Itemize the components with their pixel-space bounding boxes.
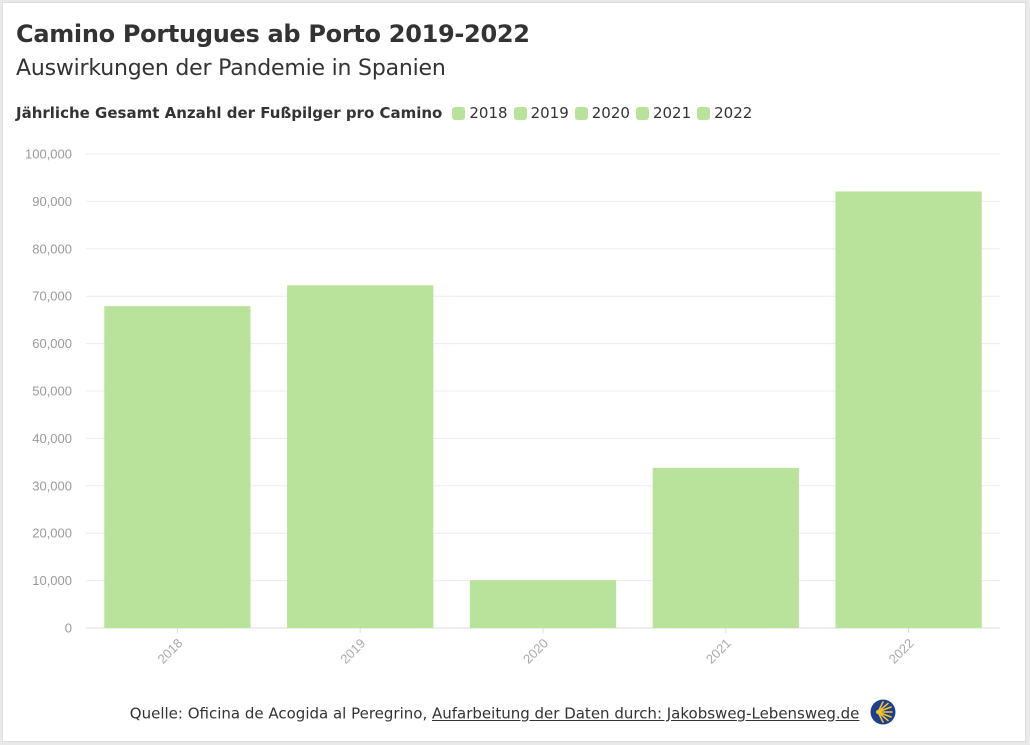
y-tick-label: 30,000 <box>32 478 72 493</box>
chart-title: Camino Portugues ab Porto 2019-2022 <box>16 20 530 48</box>
bar-2019 <box>287 285 434 628</box>
legend-label: 2020 <box>591 104 630 122</box>
y-tick-label: 20,000 <box>32 526 72 541</box>
footer: Quelle: Oficina de Acogida al Peregrino,… <box>0 699 1026 727</box>
legend-item-2019[interactable]: 2019 <box>513 104 569 122</box>
x-tick-label: 2018 <box>154 636 185 667</box>
legend-title: Jährliche Gesamt Anzahl der Fußpilger pr… <box>16 104 443 122</box>
y-tick-label: 90,000 <box>32 194 72 209</box>
x-tick-label: 2022 <box>886 636 917 667</box>
legend-swatch <box>452 106 466 120</box>
source-link[interactable]: Aufarbeitung der Daten durch: Jakobsweg-… <box>432 704 860 723</box>
y-tick-label: 40,000 <box>32 431 72 446</box>
legend-label: 2022 <box>714 104 753 122</box>
legend-swatch <box>513 106 527 120</box>
y-tick-label: 10,000 <box>32 573 72 588</box>
bar-2018 <box>104 306 251 628</box>
x-tick-label: 2019 <box>337 636 368 667</box>
y-tick-label: 50,000 <box>32 384 72 399</box>
legend: Jährliche Gesamt Anzahl der Fußpilger pr… <box>16 104 758 122</box>
bar-2020 <box>469 580 617 628</box>
chart-subtitle: Auswirkungen der Pandemie in Spanien <box>16 56 446 81</box>
x-tick-label: 2020 <box>520 636 551 667</box>
y-tick-label: 0 <box>65 621 72 636</box>
legend-item-2018[interactable]: 2018 <box>452 104 508 122</box>
legend-swatch <box>697 106 711 120</box>
bar-chart: 0 10,000 20,000 30,000 40,000 50,000 60,000 70,… <box>25 147 1000 667</box>
legend-item-2021[interactable]: 2021 <box>635 104 692 122</box>
y-tick-label: 70,000 <box>32 289 72 304</box>
legend-label: 2018 <box>469 104 508 122</box>
scallop-shell-icon <box>870 699 896 725</box>
y-tick-label: 80,000 <box>32 241 72 256</box>
source-text: Quelle: Oficina de Acogida al Peregrino, <box>129 704 428 723</box>
legend-item-2022[interactable]: 2022 <box>697 104 752 122</box>
bar-2022 <box>835 191 982 629</box>
legend-item-2020[interactable]: 2020 <box>574 104 630 122</box>
legend-swatch <box>635 106 649 120</box>
y-tick-label: 100,000 <box>25 147 72 162</box>
legend-label: 2021 <box>652 104 692 122</box>
x-tick-label: 2021 <box>703 636 734 667</box>
bar-2021 <box>652 467 799 628</box>
legend-swatch <box>574 106 588 120</box>
y-tick-label: 60,000 <box>32 336 72 351</box>
legend-label: 2019 <box>530 104 569 122</box>
